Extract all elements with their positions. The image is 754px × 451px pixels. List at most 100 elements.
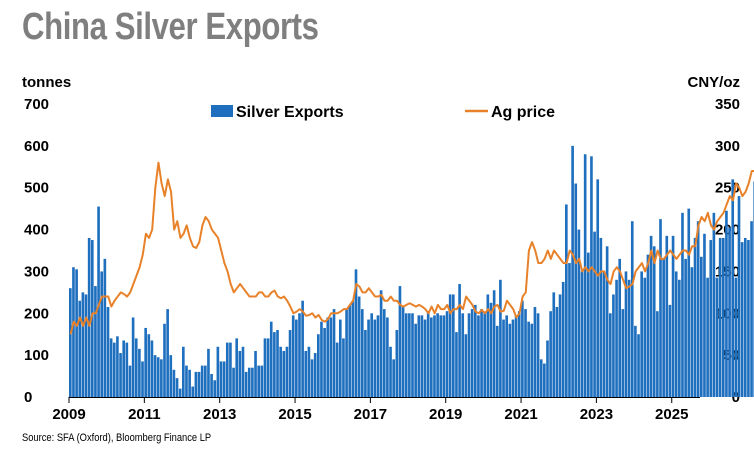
export-bar bbox=[583, 154, 587, 397]
export-bar bbox=[514, 315, 518, 397]
export-bar bbox=[254, 350, 257, 397]
export-bar bbox=[367, 319, 370, 397]
export-bar bbox=[69, 288, 72, 397]
export-bar bbox=[128, 365, 132, 397]
export-bar bbox=[555, 307, 559, 397]
export-bar bbox=[599, 237, 603, 397]
export-bar bbox=[593, 231, 596, 397]
x-tick-label: 2009 bbox=[52, 406, 85, 423]
export-bar bbox=[323, 327, 326, 397]
export-bar bbox=[263, 338, 267, 397]
export-bar bbox=[549, 311, 552, 397]
export-bar bbox=[232, 367, 235, 397]
export-bar bbox=[521, 300, 524, 397]
export-bar bbox=[78, 300, 82, 397]
export-bar bbox=[109, 338, 113, 397]
export-bar bbox=[150, 340, 154, 397]
export-bar bbox=[546, 340, 549, 397]
export-bar bbox=[188, 369, 191, 397]
export-bar bbox=[646, 254, 650, 397]
export-bar bbox=[731, 179, 735, 397]
export-bar bbox=[210, 373, 213, 397]
chart-title: China Silver Exports bbox=[22, 6, 319, 48]
export-bar bbox=[185, 365, 188, 397]
export-bar bbox=[700, 256, 703, 397]
export-bar bbox=[495, 325, 499, 397]
y-right-tick-label: 0 bbox=[732, 389, 740, 406]
x-tick-label: 2021 bbox=[504, 406, 537, 423]
export-bar bbox=[693, 237, 697, 397]
export-bar bbox=[317, 334, 320, 397]
export-bar bbox=[141, 361, 144, 397]
export-bar bbox=[706, 277, 709, 397]
export-bar bbox=[310, 359, 314, 397]
export-bar bbox=[216, 346, 220, 397]
export-bar bbox=[103, 258, 107, 397]
x-tick-label: 2017 bbox=[354, 406, 387, 423]
export-bar bbox=[392, 359, 395, 397]
export-bar bbox=[508, 323, 512, 397]
export-bar bbox=[269, 321, 273, 397]
export-bar bbox=[125, 342, 129, 397]
export-bar bbox=[326, 317, 330, 397]
export-bar bbox=[153, 355, 157, 397]
export-bar bbox=[634, 325, 637, 397]
export-bar bbox=[565, 204, 568, 397]
export-bar bbox=[225, 342, 229, 397]
export-bar bbox=[502, 319, 505, 397]
y-left-tick-label: 100 bbox=[24, 347, 49, 364]
export-bar bbox=[244, 371, 248, 397]
y-left-axis-label: tonnes bbox=[22, 74, 71, 91]
price-line-layer bbox=[69, 161, 754, 335]
export-bar bbox=[574, 183, 578, 397]
export-bar bbox=[539, 359, 543, 397]
export-bar bbox=[301, 300, 304, 397]
export-bars bbox=[69, 145, 754, 397]
export-bar bbox=[470, 309, 474, 397]
export-bar bbox=[558, 294, 562, 397]
export-bar bbox=[618, 258, 622, 397]
export-bar bbox=[203, 365, 207, 397]
export-bar bbox=[364, 330, 367, 397]
export-bar bbox=[97, 206, 100, 397]
y-left-tick-label: 500 bbox=[24, 180, 49, 197]
export-bar bbox=[665, 235, 669, 397]
export-bar bbox=[586, 252, 590, 397]
export-bar bbox=[238, 350, 242, 397]
y-left-tick-label: 700 bbox=[24, 96, 49, 113]
export-bar bbox=[643, 277, 647, 397]
x-tick-label: 2013 bbox=[203, 406, 236, 423]
y-right-tick-label: 250 bbox=[715, 180, 740, 197]
export-bar bbox=[304, 350, 308, 397]
export-bar bbox=[147, 334, 151, 397]
export-bar bbox=[630, 221, 634, 397]
export-bar bbox=[288, 330, 292, 397]
export-bar bbox=[307, 346, 311, 397]
export-bar bbox=[536, 313, 540, 397]
export-bar bbox=[728, 227, 731, 397]
export-bar bbox=[134, 338, 138, 397]
export-bar bbox=[533, 307, 537, 397]
legend-line-label: Ag price bbox=[491, 104, 555, 121]
export-bar bbox=[404, 313, 408, 397]
export-bar bbox=[659, 219, 662, 397]
export-bar bbox=[668, 304, 672, 397]
export-bar bbox=[360, 309, 364, 397]
export-bar bbox=[345, 309, 348, 397]
export-bar bbox=[662, 258, 665, 397]
export-bar bbox=[511, 319, 515, 397]
export-bar bbox=[156, 357, 160, 397]
export-bar bbox=[207, 348, 210, 397]
export-bar bbox=[354, 269, 358, 397]
export-bar bbox=[241, 346, 245, 397]
export-bar bbox=[273, 332, 276, 397]
y-right-tick-label: 350 bbox=[715, 96, 740, 113]
export-bar bbox=[338, 319, 342, 397]
export-bar bbox=[194, 371, 198, 397]
export-bar bbox=[577, 229, 581, 397]
export-bar bbox=[72, 267, 75, 397]
export-bar bbox=[342, 338, 345, 397]
export-bar bbox=[370, 313, 374, 397]
export-bar bbox=[715, 277, 719, 397]
